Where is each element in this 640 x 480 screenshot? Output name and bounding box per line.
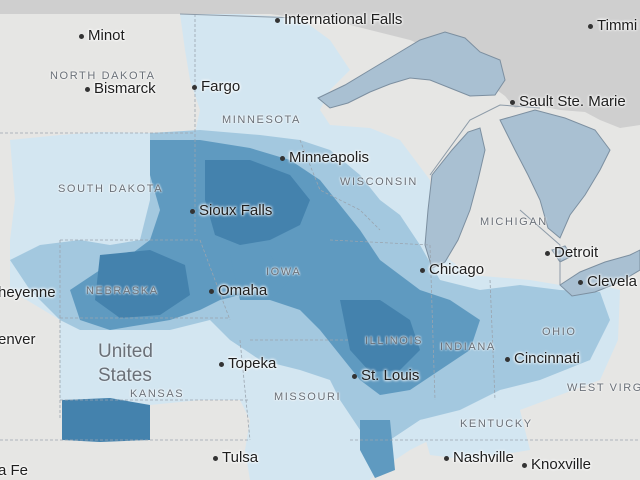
country-label-line2: States xyxy=(98,365,152,386)
city-name: Tulsa xyxy=(222,449,259,466)
city-dot-icon xyxy=(444,455,449,461)
state-label-south-dakota: SOUTH DAKOTA xyxy=(58,183,164,195)
city-label-santa-fe[interactable]: a Fe xyxy=(0,462,28,479)
city-name: enver xyxy=(0,331,36,348)
city-dot-icon xyxy=(420,267,425,273)
state-label-minnesota: MINNESOTA xyxy=(222,114,301,126)
city-label-cheyenne[interactable]: heyenne xyxy=(0,284,56,301)
city-dot-icon xyxy=(79,33,84,39)
city-name: Bismarck xyxy=(94,80,156,97)
city-dot-icon xyxy=(190,208,195,214)
lake-superior xyxy=(317,31,506,109)
state-label-north-dakota: NORTH DAKOTA xyxy=(50,70,156,82)
city-label-knoxville[interactable]: Knoxville xyxy=(522,456,591,473)
city-dot-icon xyxy=(588,23,593,29)
city-name: heyenne xyxy=(0,284,56,301)
lake-huron xyxy=(499,109,611,239)
city-name: Cincinnati xyxy=(514,350,580,367)
state-label-ohio: OHIO xyxy=(542,326,577,338)
city-name: Timmi xyxy=(597,17,638,34)
city-name: Knoxville xyxy=(531,456,592,473)
city-label-st-louis[interactable]: St. Louis xyxy=(352,367,419,384)
state-label-indiana: INDIANA xyxy=(440,341,496,353)
city-label-bismarck[interactable]: Bismarck xyxy=(85,80,156,97)
city-dot-icon xyxy=(352,373,357,379)
city-dot-icon xyxy=(505,356,510,362)
city-label-timmins[interactable]: Timmi xyxy=(588,17,637,34)
state-label-missouri: MISSOURI xyxy=(274,391,342,403)
state-borders xyxy=(0,14,640,441)
city-name: a Fe xyxy=(0,462,29,479)
state-label-iowa: IOWA xyxy=(266,266,302,278)
city-name: Detroit xyxy=(554,244,599,261)
city-name: Fargo xyxy=(201,78,241,95)
city-label-cincinnati[interactable]: Cincinnati xyxy=(505,350,580,367)
city-label-topeka[interactable]: Topeka xyxy=(219,355,276,372)
border-lines xyxy=(179,13,561,285)
city-dot-icon xyxy=(578,279,583,285)
choropleth-layer xyxy=(10,14,620,480)
city-dot-icon xyxy=(545,250,550,256)
city-name: Sioux Falls xyxy=(199,202,273,219)
state-label-wisconsin: WISCONSIN xyxy=(340,176,418,188)
canada-region xyxy=(0,0,640,128)
city-dot-icon xyxy=(275,17,280,23)
state-label-kentucky: KENTUCKY xyxy=(460,418,533,430)
city-dot-icon xyxy=(219,361,224,367)
country-label: United States xyxy=(98,340,153,388)
city-label-fargo[interactable]: Fargo xyxy=(192,78,240,95)
city-name: Nashville xyxy=(453,449,514,466)
city-dot-icon xyxy=(280,155,285,161)
city-name: Topeka xyxy=(228,355,277,372)
city-label-nashville[interactable]: Nashville xyxy=(444,449,514,466)
city-label-chicago[interactable]: Chicago xyxy=(420,261,484,278)
lake-st-clair xyxy=(551,245,573,263)
state-label-kansas: KANSAS xyxy=(130,388,185,400)
city-label-minot[interactable]: Minot xyxy=(79,27,125,44)
city-name: International Falls xyxy=(284,11,403,28)
city-label-sault-ste-marie[interactable]: Sault Ste. Marie xyxy=(510,93,626,110)
city-label-minneapolis[interactable]: Minneapolis xyxy=(280,149,369,166)
city-label-omaha[interactable]: Omaha xyxy=(209,282,267,299)
country-label-line1: United xyxy=(98,341,153,362)
city-name: Chicago xyxy=(429,261,485,278)
city-dot-icon xyxy=(510,99,515,105)
state-label-nebraska: NEBRASKA xyxy=(86,285,159,297)
city-label-tulsa[interactable]: Tulsa xyxy=(213,449,258,466)
city-dot-icon xyxy=(209,288,214,294)
city-label-cleveland[interactable]: Clevela xyxy=(578,273,637,290)
state-label-west-virginia: WEST VIRGI xyxy=(567,382,640,394)
city-dot-icon xyxy=(85,86,90,92)
city-name: Clevela xyxy=(587,273,638,290)
city-name: Omaha xyxy=(218,282,268,299)
city-name: Minneapolis xyxy=(289,149,370,166)
city-dot-icon xyxy=(192,84,197,90)
city-name: St. Louis xyxy=(361,367,420,384)
city-label-international-falls[interactable]: International Falls xyxy=(275,11,402,28)
state-label-illinois: ILLINOIS xyxy=(365,335,424,347)
city-name: Sault Ste. Marie xyxy=(519,93,626,110)
city-label-denver[interactable]: enver xyxy=(0,331,36,348)
city-label-detroit[interactable]: Detroit xyxy=(545,244,598,261)
city-dot-icon xyxy=(522,462,527,468)
state-label-michigan: MICHIGAN xyxy=(480,216,548,228)
city-name: Minot xyxy=(88,27,125,44)
city-dot-icon xyxy=(213,455,218,461)
city-label-sioux-falls[interactable]: Sioux Falls xyxy=(190,202,272,219)
